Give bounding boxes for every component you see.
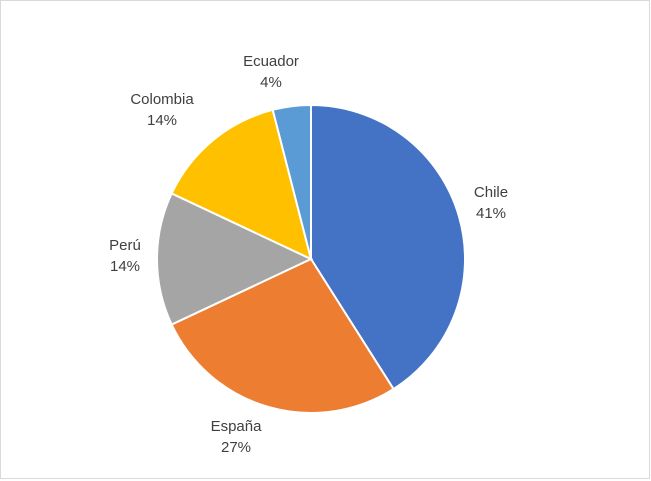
pie-slices (156, 103, 466, 414)
data-label-percent: 14% (147, 112, 177, 129)
data-label-percent: 41% (476, 205, 506, 222)
pie-slice-ecuador (271, 103, 312, 260)
data-label-category: Colombia (130, 91, 194, 108)
data-label-percent: 4% (260, 74, 282, 91)
data-label-percent: 14% (110, 258, 140, 275)
data-label-percent: 27% (221, 439, 251, 456)
pie-slice-colombia (170, 108, 313, 261)
pie-slice-per- (156, 192, 314, 326)
data-label-category: Chile (474, 184, 508, 201)
data-label-category: Ecuador (243, 53, 299, 70)
data-label-category: España (211, 418, 263, 435)
pie-slice-espa-a (170, 257, 395, 414)
pie-labels: Chile 41% España 27% Perú 14% Colombia 14% Ecuad… (109, 53, 508, 456)
data-label-category: Perú (109, 237, 141, 254)
